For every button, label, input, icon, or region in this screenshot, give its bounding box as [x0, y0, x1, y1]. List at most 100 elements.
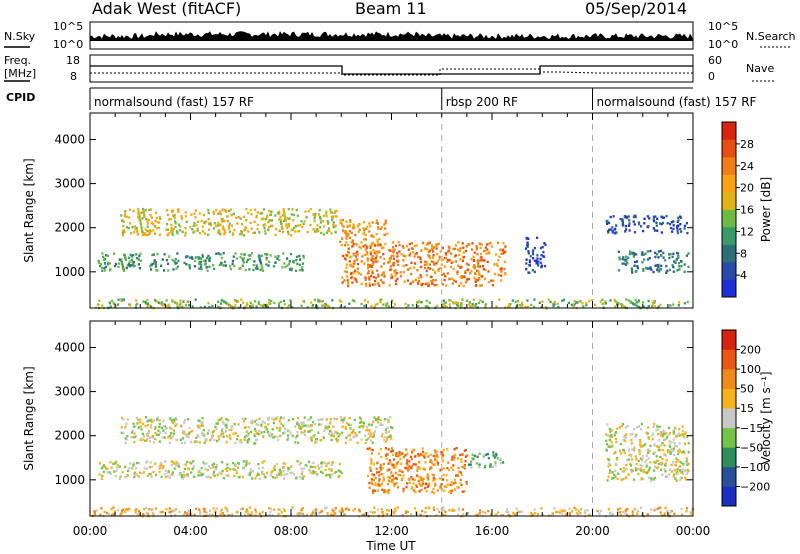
power-cell [480, 243, 483, 246]
velocity-cell [630, 453, 633, 456]
power-cell [207, 211, 210, 215]
power-cell [306, 306, 309, 309]
power-cell [367, 269, 370, 273]
velocity-cell [185, 473, 188, 477]
power-cell [132, 254, 135, 257]
velocity-cell [258, 429, 261, 433]
velocity-cell [457, 466, 460, 470]
velocity-cell [122, 418, 125, 421]
velocity-cell [212, 466, 215, 469]
power-cell [206, 269, 209, 272]
velocity-cell [159, 431, 162, 434]
power-cell [658, 222, 662, 225]
velocity-cell [146, 474, 149, 477]
velocity-cell [433, 508, 436, 512]
velocity-cell [563, 509, 566, 512]
velocity-cell [655, 429, 658, 432]
velocity-cell [201, 473, 204, 476]
power-cell [472, 255, 475, 258]
power-cell [500, 279, 503, 282]
velocity-cell [230, 514, 233, 517]
velocity-cell [352, 436, 355, 439]
power-cell [234, 252, 237, 255]
freq-label: Freq. [4, 54, 31, 67]
velocity-cell [561, 512, 564, 515]
power-cell [166, 222, 169, 226]
velocity-cell [349, 438, 352, 441]
power-cell [533, 259, 536, 262]
power-cell [189, 225, 192, 229]
power-cell [545, 305, 548, 309]
power-cell [270, 210, 273, 213]
power-cell [500, 270, 503, 273]
power-cell [350, 231, 353, 234]
velocity-cell [161, 436, 164, 439]
power-cell [469, 272, 472, 275]
velocity-cell [314, 465, 317, 469]
velocity-cell [140, 428, 143, 431]
velocity-cell [450, 480, 453, 484]
velocity-cell [182, 437, 185, 440]
power-cell [478, 259, 481, 262]
velocity-cell [315, 473, 318, 477]
velocity-cell [672, 438, 675, 441]
velocity-cell [246, 441, 249, 444]
velocity-cell [93, 512, 96, 516]
velocity-cell [619, 467, 622, 471]
velocity-cell [489, 465, 492, 469]
velocity-cell [674, 426, 677, 430]
power-cell [608, 228, 611, 232]
power-cell [229, 208, 232, 211]
power-cell [410, 272, 413, 276]
power-cell [391, 246, 395, 249]
velocity-cell [423, 456, 426, 459]
power-cell [392, 262, 395, 265]
power-cell [150, 305, 153, 308]
velocity-cell [283, 431, 286, 434]
power-cell [526, 305, 529, 308]
power-cell [170, 223, 173, 226]
velocity-cell [673, 512, 676, 515]
power-cell [628, 229, 631, 232]
velocity-cell [118, 477, 121, 480]
power-cell [536, 254, 539, 257]
velocity-cell [354, 431, 357, 435]
power-cell [117, 298, 120, 301]
power-cell [383, 257, 386, 261]
power-cell [445, 256, 448, 260]
velocity-cell [276, 435, 279, 438]
velocity-cell [324, 426, 327, 430]
velocity-cell [661, 461, 664, 465]
velocity-cell [495, 452, 498, 456]
power-cell [208, 222, 211, 226]
velocity-cell [136, 422, 139, 425]
power-cell [497, 241, 500, 244]
power-cell [130, 264, 133, 267]
velocity-cell [154, 431, 157, 435]
velocity-cell [141, 472, 144, 475]
velocity-cell [271, 470, 274, 473]
velocity-cell [203, 441, 206, 444]
velocity-cell [220, 510, 223, 513]
velocity-cell [329, 422, 332, 425]
colorbar-tick: −100 [740, 461, 770, 474]
power-cell [370, 259, 373, 262]
velocity-cell [325, 464, 328, 468]
power-cell [388, 261, 391, 264]
power-cell [124, 257, 127, 260]
velocity-cell [373, 416, 376, 419]
power-cell [133, 231, 136, 234]
velocity-cell [598, 512, 601, 515]
power-cell [348, 230, 352, 233]
velocity-cell [436, 463, 439, 466]
velocity-cell [497, 511, 500, 514]
velocity-cell [260, 423, 263, 426]
power-cell [347, 247, 350, 250]
velocity-cell [685, 457, 688, 460]
velocity-cell [397, 473, 400, 476]
power-cell [221, 208, 224, 211]
velocity-cell [187, 435, 190, 438]
power-cell [420, 249, 423, 252]
velocity-cell [329, 476, 332, 479]
power-cell [137, 263, 140, 266]
